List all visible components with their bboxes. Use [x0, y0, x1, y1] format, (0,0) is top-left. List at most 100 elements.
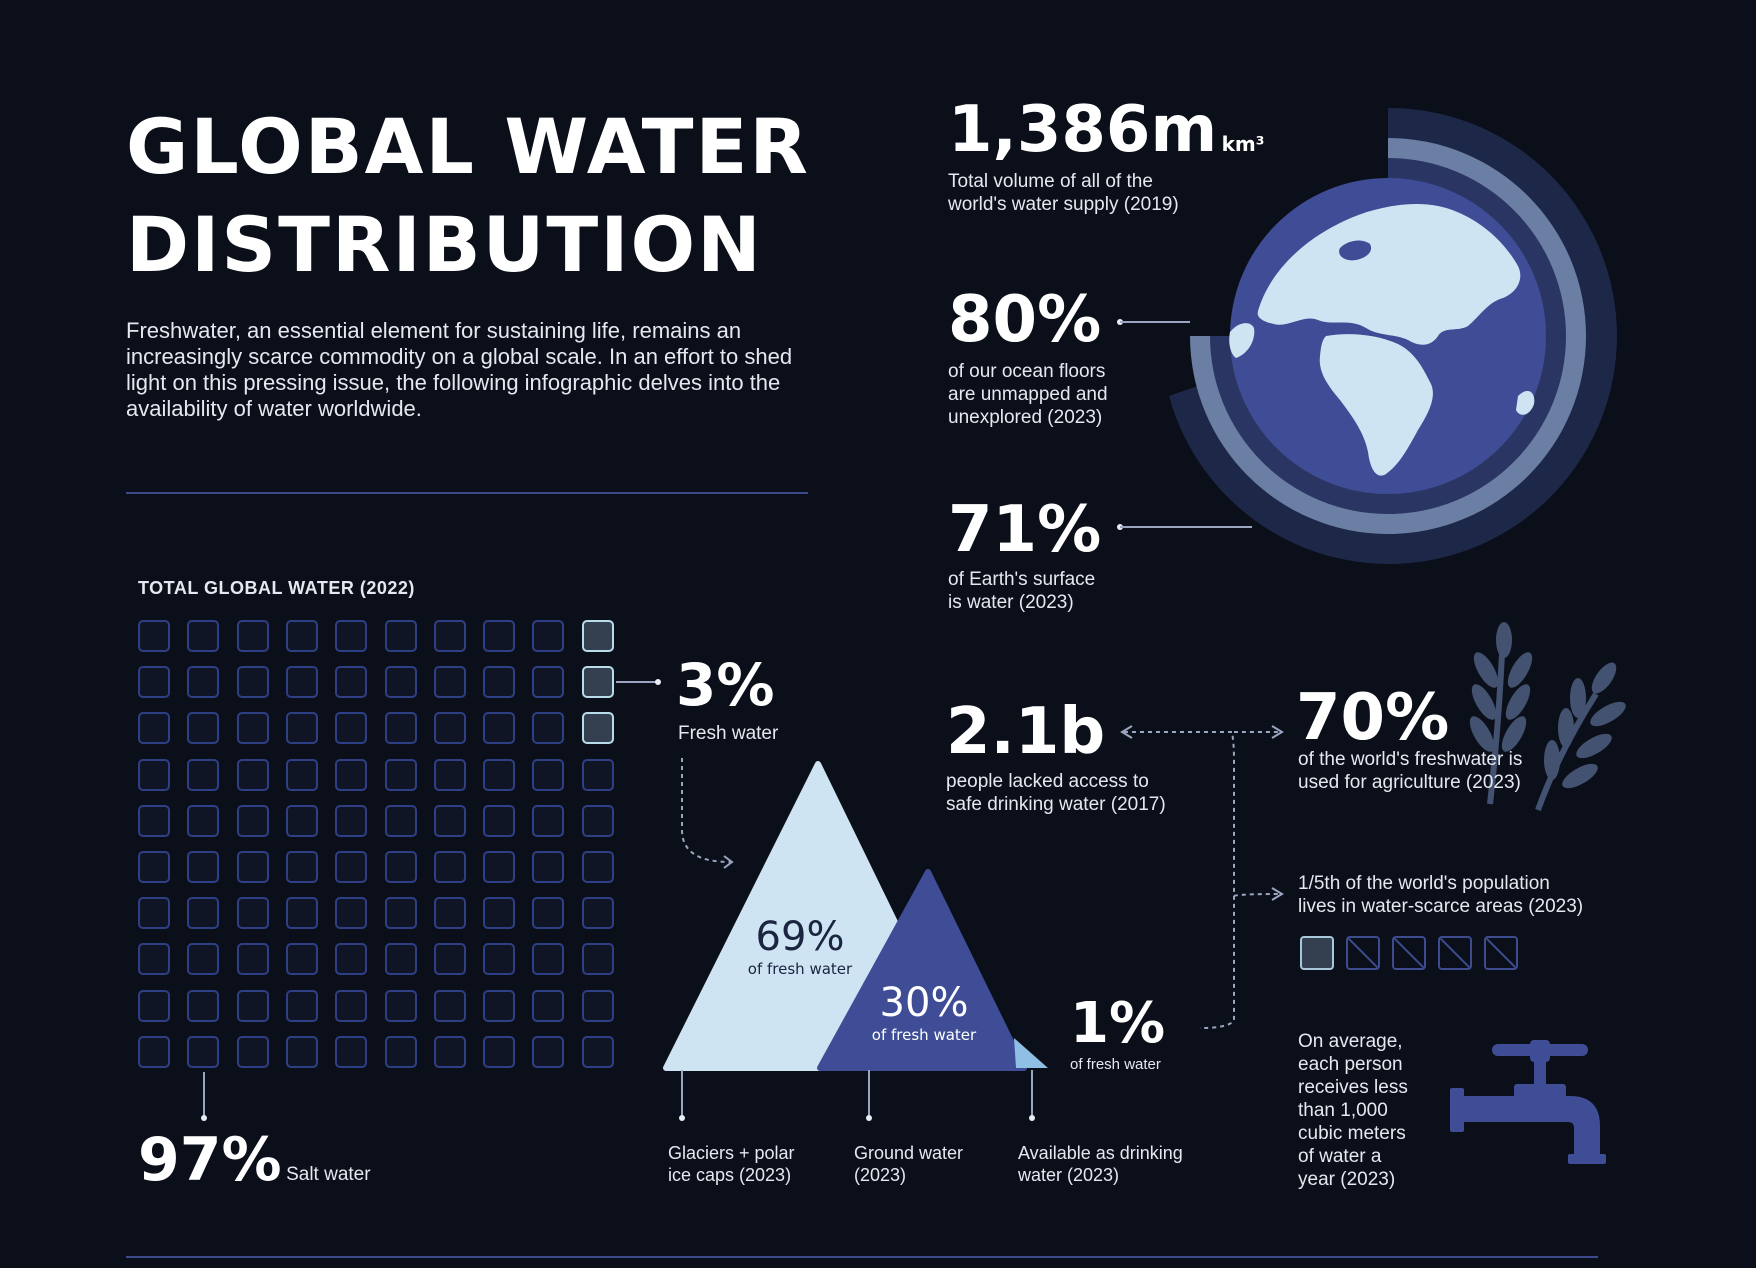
- salt-water-square: [532, 897, 564, 929]
- salt-water-square: [138, 1036, 170, 1068]
- salt-water-square: [335, 666, 367, 698]
- salt-water-square: [237, 943, 269, 975]
- connector-dot: [201, 1115, 207, 1121]
- dashed-arrow: [681, 758, 731, 863]
- salt-water-square: [138, 851, 170, 883]
- salt-water-square: [286, 712, 318, 744]
- scarcity-square: [1484, 936, 1518, 970]
- ground-label-line-1: Ground water: [854, 1143, 964, 1163]
- glaciers-label: Glaciers + polar ice caps (2023): [668, 1142, 795, 1186]
- volume-unit: km³: [1221, 132, 1265, 156]
- tap-caption-line: year (2023): [1298, 1169, 1396, 1190]
- salt-water-square: [335, 805, 367, 837]
- volume-caption-line-2: world's water supply (2019): [948, 194, 1179, 215]
- salt-water-square: [532, 620, 564, 652]
- volume-stat: 1,386m km³: [948, 94, 1264, 166]
- bottom-divider: [126, 1256, 1598, 1258]
- salt-water-square: [582, 805, 614, 837]
- connector-dot: [866, 1115, 872, 1121]
- salt-water-square: [335, 620, 367, 652]
- surface-value: 71%: [948, 493, 1102, 567]
- salt-water-square: [532, 712, 564, 744]
- salt-water-square: [187, 620, 219, 652]
- salt-water-square: [138, 897, 170, 929]
- ground-label: Ground water (2023): [854, 1142, 963, 1186]
- arrowhead-right: [1271, 887, 1284, 901]
- salt-water-square: [532, 943, 564, 975]
- title-line-1: GLOBAL WATER: [126, 102, 810, 191]
- salt-water-square: [138, 666, 170, 698]
- connector-dot: [655, 679, 661, 685]
- agriculture-caption-line-2: used for agriculture (2023): [1298, 772, 1521, 793]
- salt-water-square: [483, 990, 515, 1022]
- salt-water-square: [187, 990, 219, 1022]
- ocean-caption: of our ocean floors are unmapped and une…: [948, 360, 1108, 429]
- salt-water-square: [385, 1036, 417, 1068]
- salt-water-square: [434, 943, 466, 975]
- scarcity-caption-line-1: 1/5th of the world's population: [1298, 873, 1550, 894]
- ground-water-triangle: [817, 869, 1027, 1071]
- salt-water-square: [385, 943, 417, 975]
- arrowhead-left: [1120, 725, 1133, 739]
- ground-percent: 30% of fresh water: [854, 980, 994, 1044]
- dashed-branch: [1233, 893, 1281, 897]
- ocean-caption-line-2: are unmapped and: [948, 384, 1108, 405]
- salt-water-square: [434, 805, 466, 837]
- salt-water-square: [483, 666, 515, 698]
- people-value: 2.1b: [946, 695, 1106, 769]
- salt-water-square: [582, 990, 614, 1022]
- scarcity-caption-line-2: lives in water-scarce areas (2023): [1298, 896, 1584, 917]
- salt-water-square: [582, 897, 614, 929]
- salt-water-stat: 97% Salt water: [138, 1126, 371, 1194]
- salt-water-square: [483, 759, 515, 791]
- salt-water-square: [385, 759, 417, 791]
- salt-water-square: [237, 805, 269, 837]
- salt-water-square: [187, 712, 219, 744]
- volume-caption-line-1: Total volume of all of the: [948, 171, 1153, 192]
- agriculture-caption-line-1: of the world's freshwater is: [1298, 749, 1523, 770]
- drinking-sub: of fresh water: [1070, 1056, 1161, 1073]
- fresh-water-square: [582, 620, 614, 652]
- intro-paragraph: Freshwater, an essential element for sus…: [126, 318, 793, 421]
- salt-water-value: 97%: [138, 1125, 282, 1195]
- salt-water-square: [335, 1036, 367, 1068]
- dashed-arrowhead: [723, 855, 734, 869]
- salt-water-square: [483, 620, 515, 652]
- scarcity-square: [1346, 936, 1380, 970]
- wheat-icon: [1469, 622, 1626, 812]
- drinking-label: Available as drinking water (2023): [1018, 1142, 1183, 1186]
- salt-water-square: [385, 990, 417, 1022]
- volume-value: 1,386m: [948, 93, 1218, 167]
- connector-dot: [679, 1115, 685, 1121]
- page-title: GLOBAL WATER DISTRIBUTION: [126, 98, 810, 294]
- ground-label-line-2: (2023): [854, 1165, 907, 1185]
- salt-water-square: [286, 990, 318, 1022]
- salt-water-square: [237, 990, 269, 1022]
- fresh-water-value: 3%: [676, 651, 775, 719]
- drinking-percent: 1% of fresh water: [1070, 994, 1165, 1076]
- salt-water-square: [335, 897, 367, 929]
- ocean-caption-line-1: of our ocean floors: [948, 361, 1106, 382]
- salt-water-square: [335, 851, 367, 883]
- salt-water-square: [434, 666, 466, 698]
- salt-water-square: [237, 712, 269, 744]
- salt-water-square: [532, 1036, 564, 1068]
- salt-water-square: [434, 897, 466, 929]
- salt-water-square: [138, 759, 170, 791]
- salt-water-square: [187, 805, 219, 837]
- scarcity-square-filled: [1300, 936, 1334, 970]
- section-divider: [126, 492, 808, 494]
- salt-water-square: [385, 666, 417, 698]
- salt-water-square: [187, 759, 219, 791]
- tap-caption-line: cubic meters: [1298, 1123, 1406, 1144]
- salt-water-square: [532, 805, 564, 837]
- salt-water-square: [582, 851, 614, 883]
- salt-water-square: [483, 851, 515, 883]
- salt-water-square: [385, 897, 417, 929]
- drinking-label-line-2: water (2023): [1018, 1165, 1120, 1185]
- glaciers-percent: 69% of fresh water: [730, 914, 870, 978]
- salt-water-square: [434, 712, 466, 744]
- fresh-water-square: [582, 666, 614, 698]
- salt-water-square: [138, 943, 170, 975]
- salt-water-square: [138, 620, 170, 652]
